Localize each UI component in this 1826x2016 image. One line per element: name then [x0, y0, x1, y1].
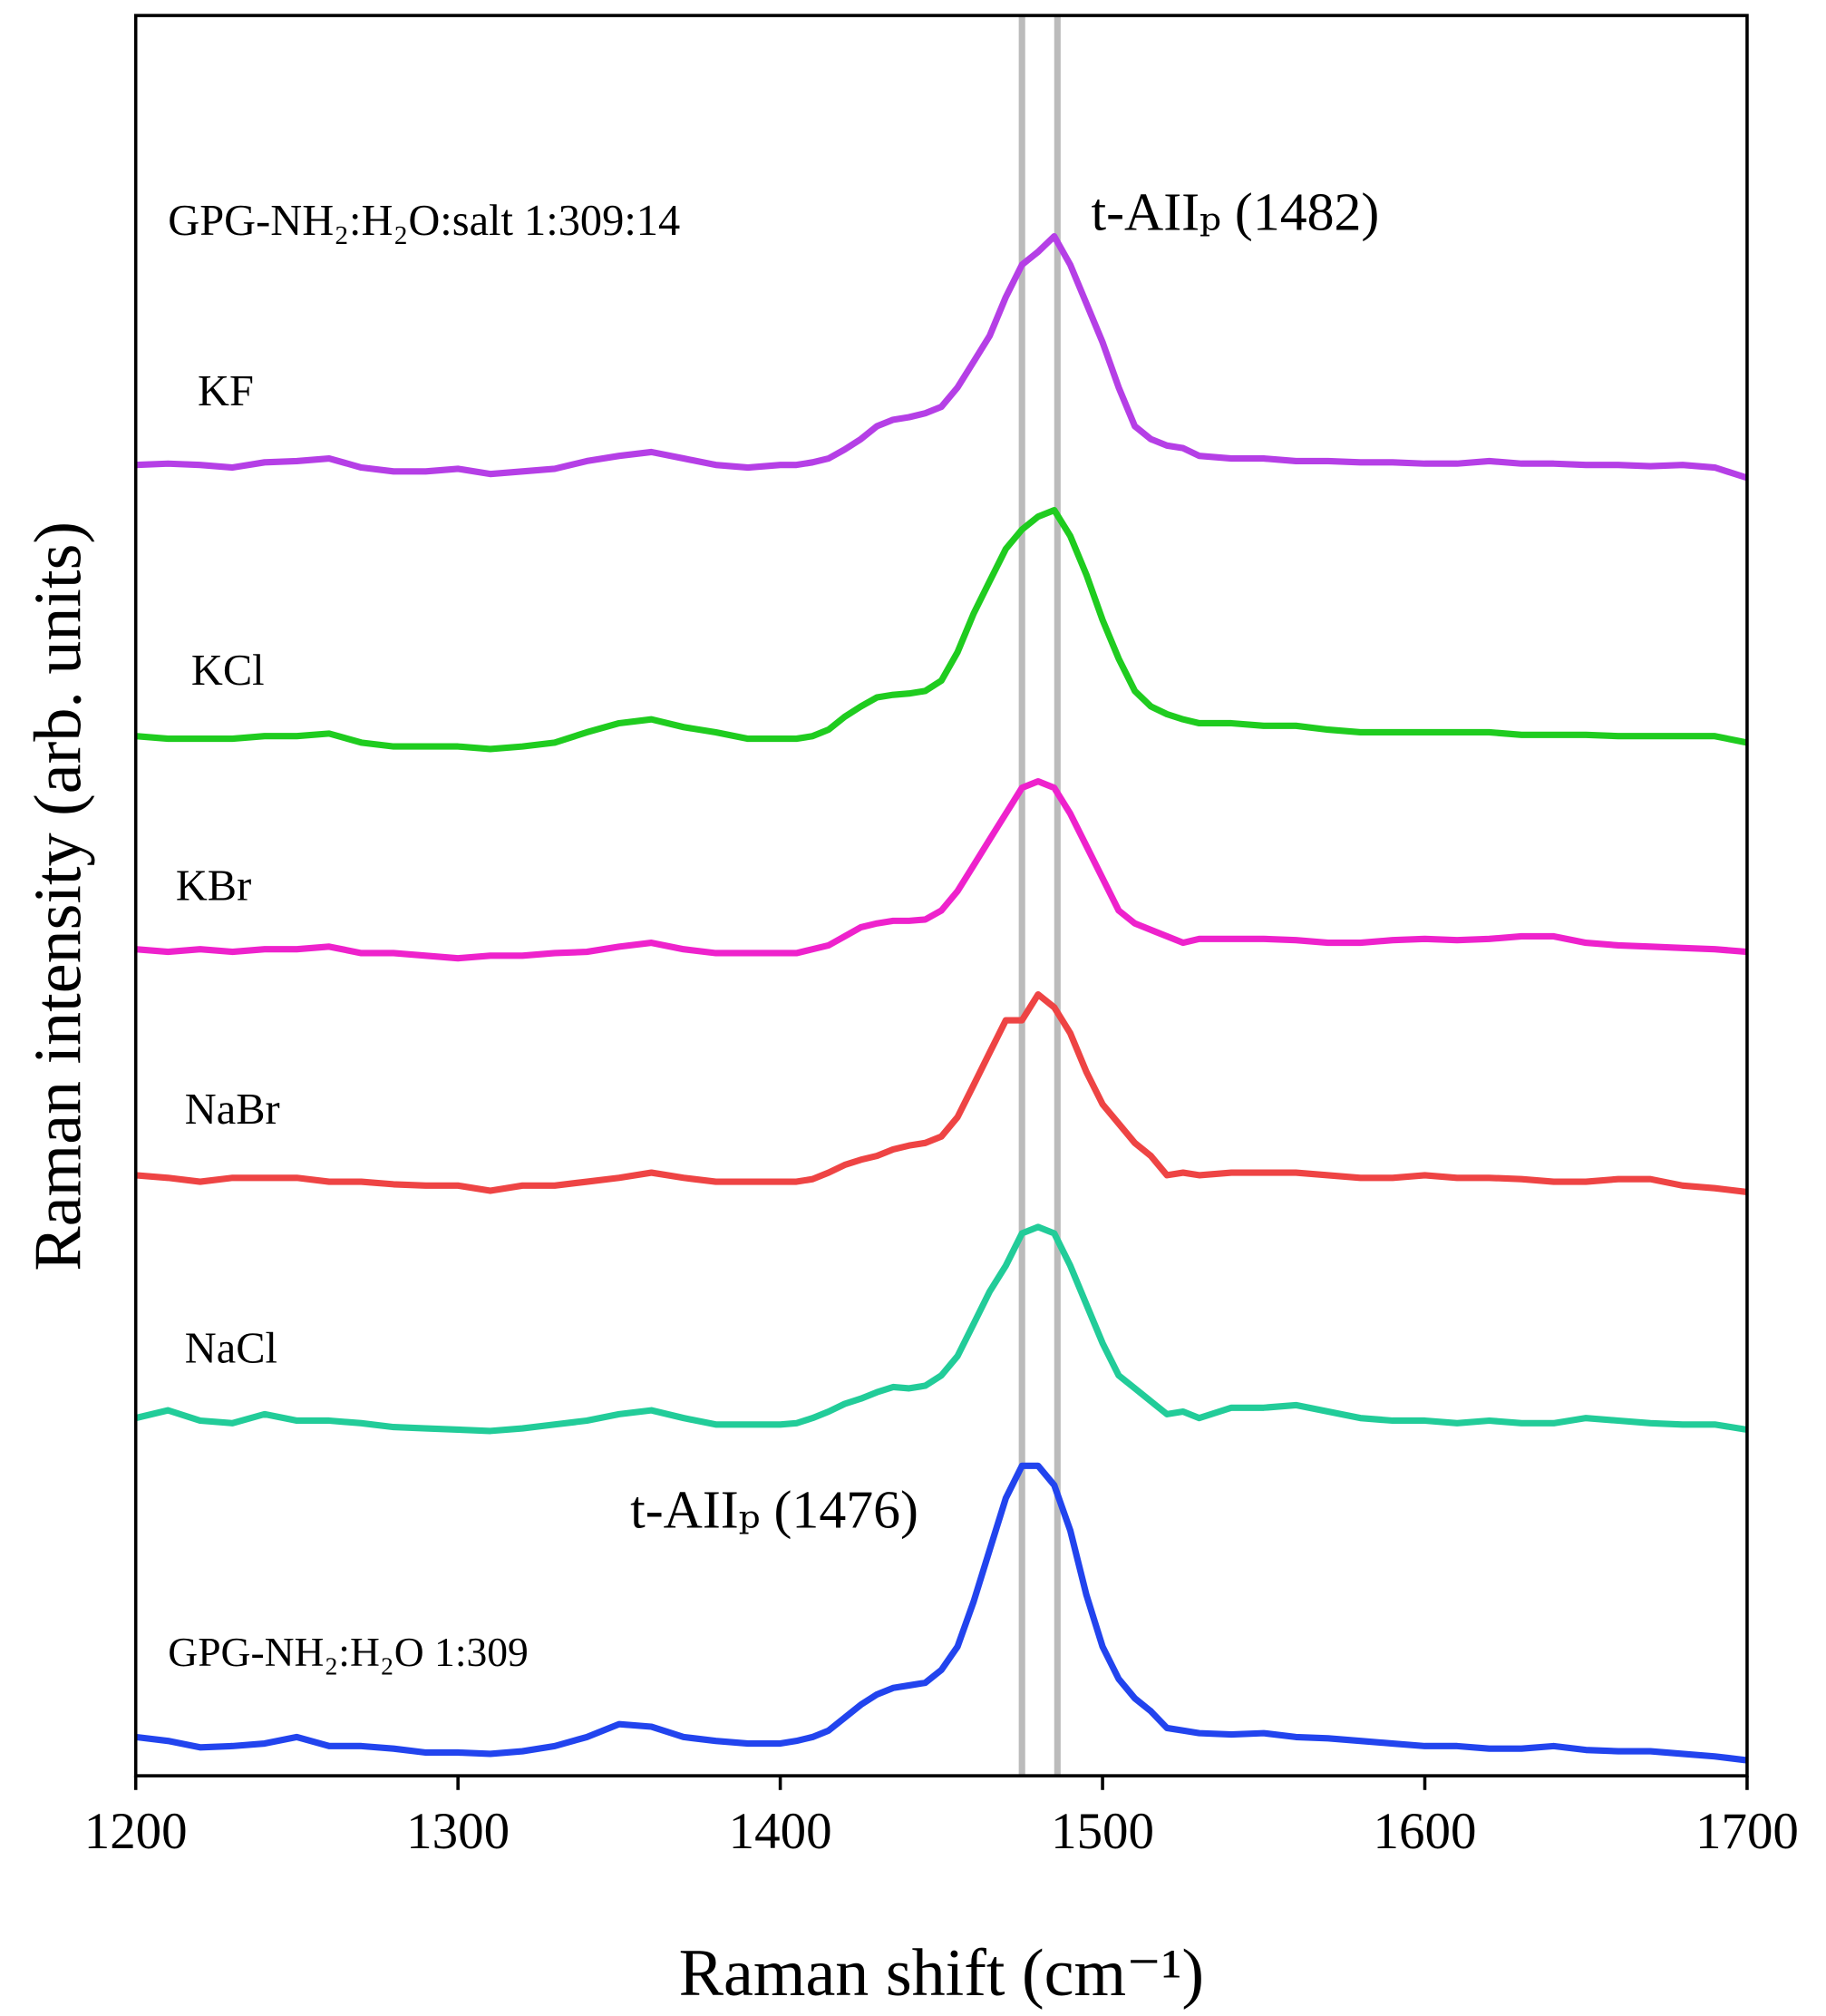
y-axis-label: Raman intensity (arb. units) — [21, 521, 95, 1271]
series-label: GPG-NH₂:H₂O 1:309 — [168, 1629, 529, 1675]
series-line — [135, 778, 1748, 962]
series-line — [135, 233, 1749, 482]
series-label: NaCl — [185, 1324, 277, 1372]
x-tick-label: 1600 — [1374, 1803, 1477, 1860]
series-label: KF — [198, 367, 254, 415]
series-label: KBr — [176, 862, 251, 911]
series-line — [135, 506, 1748, 753]
x-axis-label: Raman shift (cm⁻¹) — [679, 1936, 1204, 2011]
series-line — [135, 1462, 1748, 1764]
series-line — [135, 990, 1748, 1195]
series-label: NaBr — [185, 1086, 280, 1134]
plot-frame — [133, 14, 1749, 1777]
annotation: GPG-NH₂:H₂O:salt 1:309:14 — [168, 197, 680, 245]
x-tick-label: 1700 — [1695, 1803, 1799, 1860]
annotation: t-AIIₚ (1482) — [1092, 181, 1380, 241]
x-tick-label: 1400 — [729, 1803, 832, 1860]
series-line — [134, 1223, 1748, 1435]
annotation: t-AIIₚ (1476) — [630, 1480, 918, 1540]
x-tick-label: 1200 — [84, 1803, 188, 1860]
x-tick-label: 1300 — [406, 1803, 510, 1860]
x-tick-label: 1500 — [1051, 1803, 1154, 1860]
series-label: KCl — [191, 647, 265, 695]
